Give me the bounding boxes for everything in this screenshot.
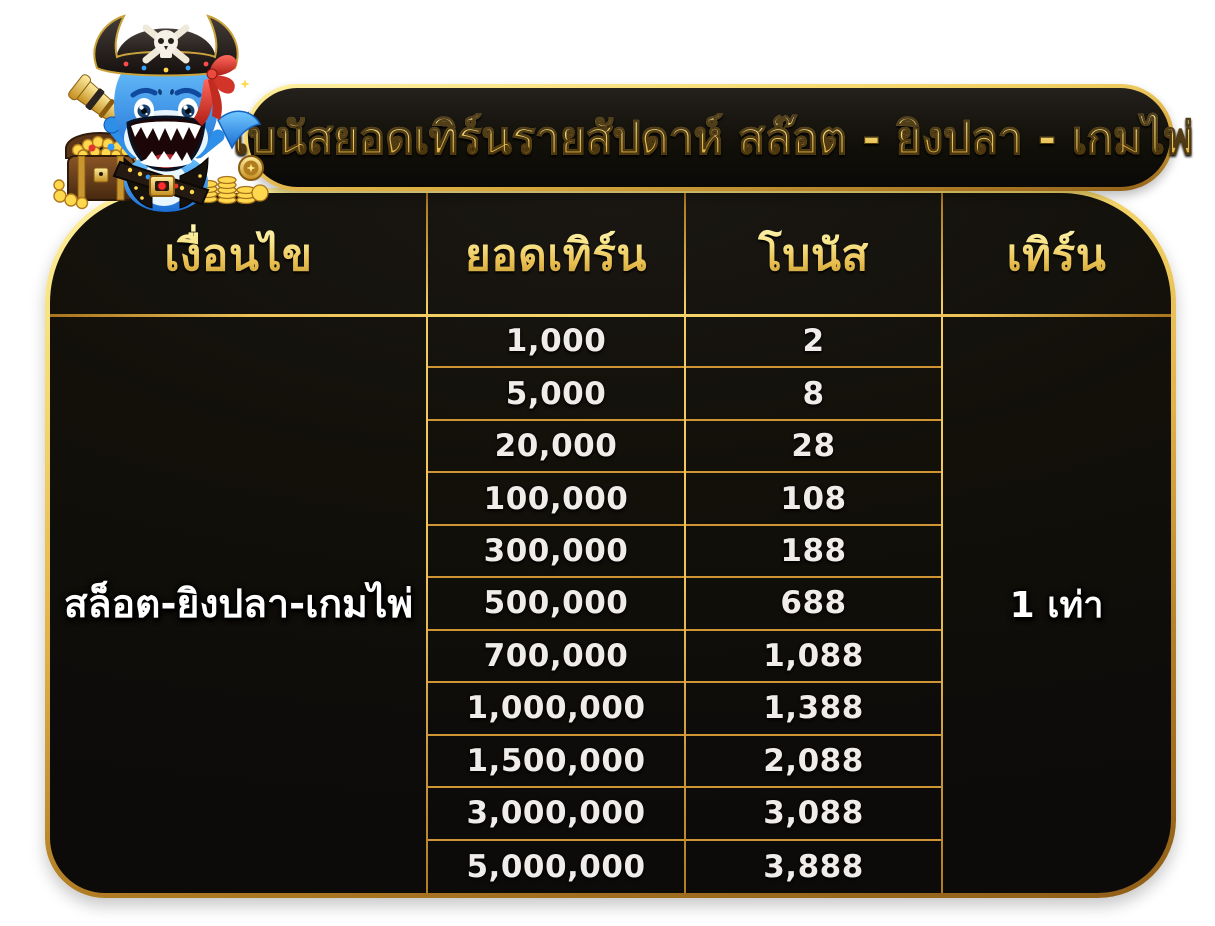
condition-cell: สล็อต-ยิงปลา-เกมไพ่ [63, 582, 414, 628]
bonus-cell: 8 [685, 368, 942, 421]
turnover-cell: 100,000 [427, 473, 685, 526]
coin-stacks [198, 155, 269, 205]
column-header-condition: เงื่อนไข [50, 193, 427, 316]
column-header-bonus: โบนัส [685, 193, 942, 316]
turnover-cell: 20,000 [427, 421, 685, 474]
bonus-table-card: เงื่อนไข ยอดเทิร์น โบนัส เทิร์น สล็อต-ยิ… [45, 188, 1176, 898]
bonus-cell: 2,088 [685, 736, 942, 789]
bonus-cell: 1,388 [685, 683, 942, 736]
column-header-turnover: ยอดเทิร์น [427, 193, 685, 316]
column-header-bonus-label: โบนัส [758, 220, 869, 290]
bonus-cell: 3,088 [685, 788, 942, 841]
treasure-chest [53, 132, 135, 210]
column-divider [684, 193, 686, 893]
title-banner-inner: โบนัสยอดเทิร์นรายสัปดาห์ สล๊อต - ยิงปลา … [224, 88, 1194, 187]
bonus-cell: 188 [685, 526, 942, 579]
bonus-cell: 688 [685, 578, 942, 631]
turnover-cell: 5,000,000 [466, 848, 646, 885]
shark-face [114, 50, 218, 172]
bonus-cell: 1,088 [685, 631, 942, 684]
bonus-cell: 108 [685, 473, 942, 526]
bonus-cell: 3,888 [763, 848, 864, 885]
column-divider [941, 193, 943, 893]
title-banner: โบนัสยอดเทิร์นรายสัปดาห์ สล๊อต - ยิงปลา … [224, 84, 1194, 191]
turnover-cell: 300,000 [427, 526, 685, 579]
column-divider [426, 193, 428, 893]
column-header-turn-label: เทิร์น [1007, 220, 1107, 290]
column-header-condition-label: เงื่อนไข [164, 220, 312, 290]
bonus-cell: 28 [685, 421, 942, 474]
pirate-hat [93, 14, 239, 77]
bonus-table: เงื่อนไข ยอดเทิร์น โบนัส เทิร์น สล็อต-ยิ… [50, 193, 1171, 893]
column-header-turn: เทิร์น [942, 193, 1171, 316]
red-bow [194, 55, 237, 126]
header-divider [50, 314, 1171, 317]
pirate-shark-mascot-illustration [53, 14, 269, 212]
turnover-cell: 700,000 [427, 631, 685, 684]
column-header-turnover-label: ยอดเทิร์น [465, 220, 647, 290]
bonus-table-card-inner: เงื่อนไข ยอดเทิร์น โบนัส เทิร์น สล็อต-ยิ… [50, 193, 1171, 893]
turnover-cell: 3,000,000 [427, 788, 685, 841]
turnover-cell: 5,000 [427, 368, 685, 421]
turnover-cell: 1,000 [427, 316, 685, 369]
hat-gems [123, 61, 209, 73]
turnover-cell: 500,000 [427, 578, 685, 631]
turn-multiplier-cell: 1 เท่า [1009, 584, 1104, 626]
turnover-cell: 1,000,000 [427, 683, 685, 736]
shark-tail-fin [217, 110, 262, 150]
skull-icon [142, 24, 190, 64]
turnover-cell: 1,500,000 [427, 736, 685, 789]
bonus-cell: 2 [685, 316, 942, 369]
page-title: โบนัสยอดเทิร์นรายสัปดาห์ สล๊อต - ยิงปลา … [224, 103, 1194, 173]
